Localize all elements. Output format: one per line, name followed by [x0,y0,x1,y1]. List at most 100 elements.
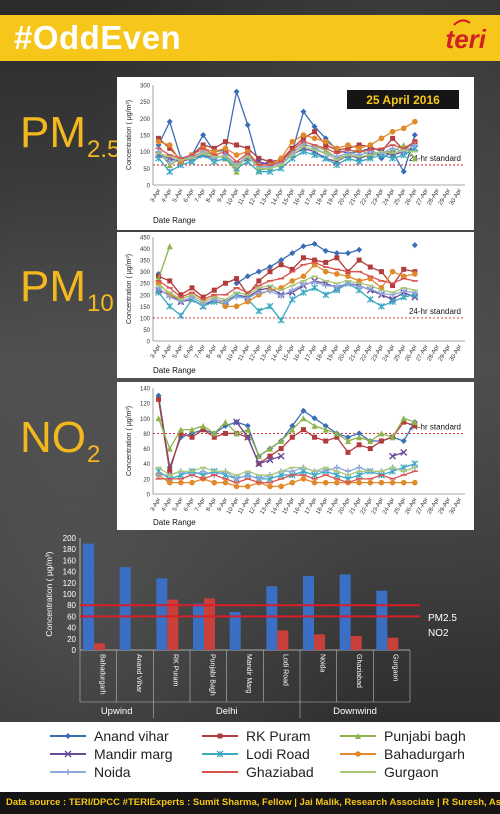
bar-pm25 [303,576,314,650]
data-point [200,142,206,148]
data-point [322,268,329,275]
data-point [333,430,340,437]
data-point [323,259,329,265]
series-line [157,417,416,458]
date-badge: 25 April 2016 [347,90,459,109]
data-point [278,262,284,268]
legend-swatch-marker [217,733,223,739]
data-point [311,135,318,142]
data-point [356,142,362,148]
data-point [289,468,296,475]
data-point [233,475,240,482]
data-point [411,155,418,162]
bar-y-tick-label: 100 [63,590,77,599]
y-tick-label: 40 [143,462,150,468]
data-point [244,422,251,429]
bar-pm25 [376,590,388,650]
category-label: Anand Vihar [135,654,142,693]
data-point [334,255,340,261]
data-point [266,302,274,310]
data-point [334,271,340,277]
data-point [322,147,329,153]
y-axis-title: Concentration ( μg/m³) [126,100,133,170]
data-point [155,138,162,145]
y-tick-label: 300 [140,270,151,276]
data-point [166,302,174,310]
data-point [166,445,173,452]
data-point [356,257,362,263]
data-point [389,145,396,152]
data-point [155,275,162,282]
data-point [334,479,340,486]
data-point [367,142,374,148]
data-point [166,158,173,165]
data-point [322,282,329,289]
data-point [356,430,363,437]
y-tick-label: 100 [140,150,151,156]
data-point [311,240,318,247]
legend-swatch-icon [202,750,238,758]
bar-y-tick-label: 160 [63,556,77,565]
data-point [222,430,228,436]
data-point [300,243,307,250]
reference-lines [80,604,420,618]
data-point [256,155,262,161]
data-point [189,426,195,433]
data-point [155,392,162,399]
data-point [177,312,185,320]
data-point [389,434,396,441]
legend-label: Lodi Road [246,746,310,762]
data-point [167,278,173,284]
pm10-label: PM10 [20,262,114,317]
data-point [189,434,195,440]
y-tick-label: 100 [140,417,151,423]
data-point [411,242,418,249]
legend-swatch-marker [64,750,72,758]
data-point [400,125,407,132]
data-point [366,295,374,303]
data-point [222,139,228,145]
data-point [166,118,173,125]
data-point [222,479,229,486]
data-point [323,142,329,148]
legend-swatch-icon [50,769,86,775]
data-point [333,161,341,169]
data-point [367,446,373,452]
data-point [255,460,263,468]
data-point [244,472,251,479]
data-point [345,145,351,151]
data-point [167,145,173,151]
y-tick-label: 350 [140,259,151,265]
data-point [356,479,362,486]
y-tick-label: 140 [140,387,151,393]
data-point [255,453,262,460]
legend-swatch-marker [355,751,361,757]
data-point [300,273,307,280]
x-axis-title: Date Range [153,518,196,527]
data-point [312,129,318,135]
data-point [400,293,408,301]
data-point [400,168,407,175]
data-point [389,452,397,460]
bar-no2 [167,599,179,650]
data-point [300,476,307,482]
data-point [300,135,306,141]
y-axis-title: Concentration ( μg/m³) [126,254,133,324]
y-tick-label: 200 [140,117,151,123]
legend-swatch-marker [355,733,361,739]
data-point [255,268,262,275]
data-point [200,132,207,138]
region-label: Upwind [101,706,133,717]
series-line [157,395,416,471]
data-point [278,292,285,299]
standard-label: 24-hr standard [409,154,461,163]
data-point [400,273,407,280]
data-point [277,452,285,460]
legend-label: Bahadurgarh [384,746,465,762]
data-point [222,280,228,286]
data-point [400,438,407,444]
data-point [367,264,373,270]
data-point [367,438,374,444]
bar-pm25 [229,611,241,650]
data-point [400,415,407,422]
